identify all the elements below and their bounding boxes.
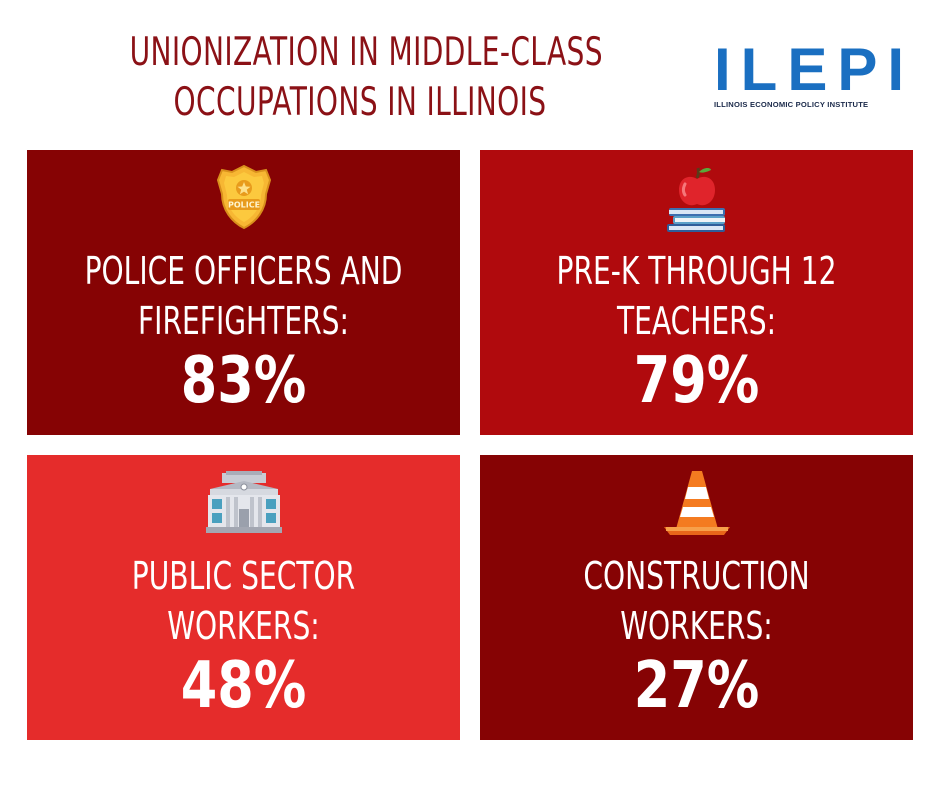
page-title-line-1: UNIONIZATION IN MIDDLE-CLASS (129, 30, 603, 75)
tile-label-line-2: FIREFIGHTERS: (138, 299, 349, 343)
tile-value: 83% (180, 344, 307, 418)
tile-police-firefighters: POLICE POLICE OFFICERS AND FIREFIGHTERS:… (27, 150, 460, 435)
tile-label: PUBLIC SECTOR WORKERS: (83, 551, 403, 651)
tile-label: CONSTRUCTION WORKERS: (536, 551, 856, 651)
logo-subtitle: ILLINOIS ECONOMIC POLICY INSTITUTE (714, 100, 869, 109)
tile-label-line-1: PRE-K THROUGH 12 (556, 249, 837, 293)
police-badge-icon: POLICE (214, 164, 274, 234)
ilepi-logo: ILEPI ILLINOIS ECONOMIC POLICY INSTITUTE (714, 36, 915, 110)
tile-label-line-2: WORKERS: (620, 604, 773, 648)
tile-value: 48% (180, 649, 307, 723)
apple-on-books-icon (665, 164, 729, 238)
page-title: UNIONIZATION IN MIDDLE-CLASS OCCUPATIONS… (129, 28, 603, 128)
government-building-icon (204, 469, 284, 539)
tile-construction: CONSTRUCTION WORKERS: 27% (480, 455, 913, 740)
tile-value: 79% (633, 344, 760, 418)
tile-label: POLICE OFFICERS AND FIREFIGHTERS: (83, 246, 403, 346)
page-title-line-2: OCCUPATIONS IN ILLINOIS (173, 80, 547, 125)
tile-teachers: PRE-K THROUGH 12 TEACHERS: 79% (480, 150, 913, 435)
tile-label-line-1: POLICE OFFICERS AND (84, 249, 403, 293)
badge-text: POLICE (227, 201, 259, 210)
tile-label-line-1: CONSTRUCTION (583, 554, 810, 598)
traffic-cone-icon (662, 469, 732, 543)
tile-public-sector: PUBLIC SECTOR WORKERS: 48% (27, 455, 460, 740)
tile-label-line-2: WORKERS: (167, 604, 320, 648)
tile-label: PRE-K THROUGH 12 TEACHERS: (536, 246, 856, 346)
tile-label-line-1: PUBLIC SECTOR (131, 554, 356, 598)
tile-value: 27% (633, 649, 760, 723)
logo-mark: ILEPI (714, 36, 915, 103)
tile-label-line-2: TEACHERS: (616, 299, 777, 343)
